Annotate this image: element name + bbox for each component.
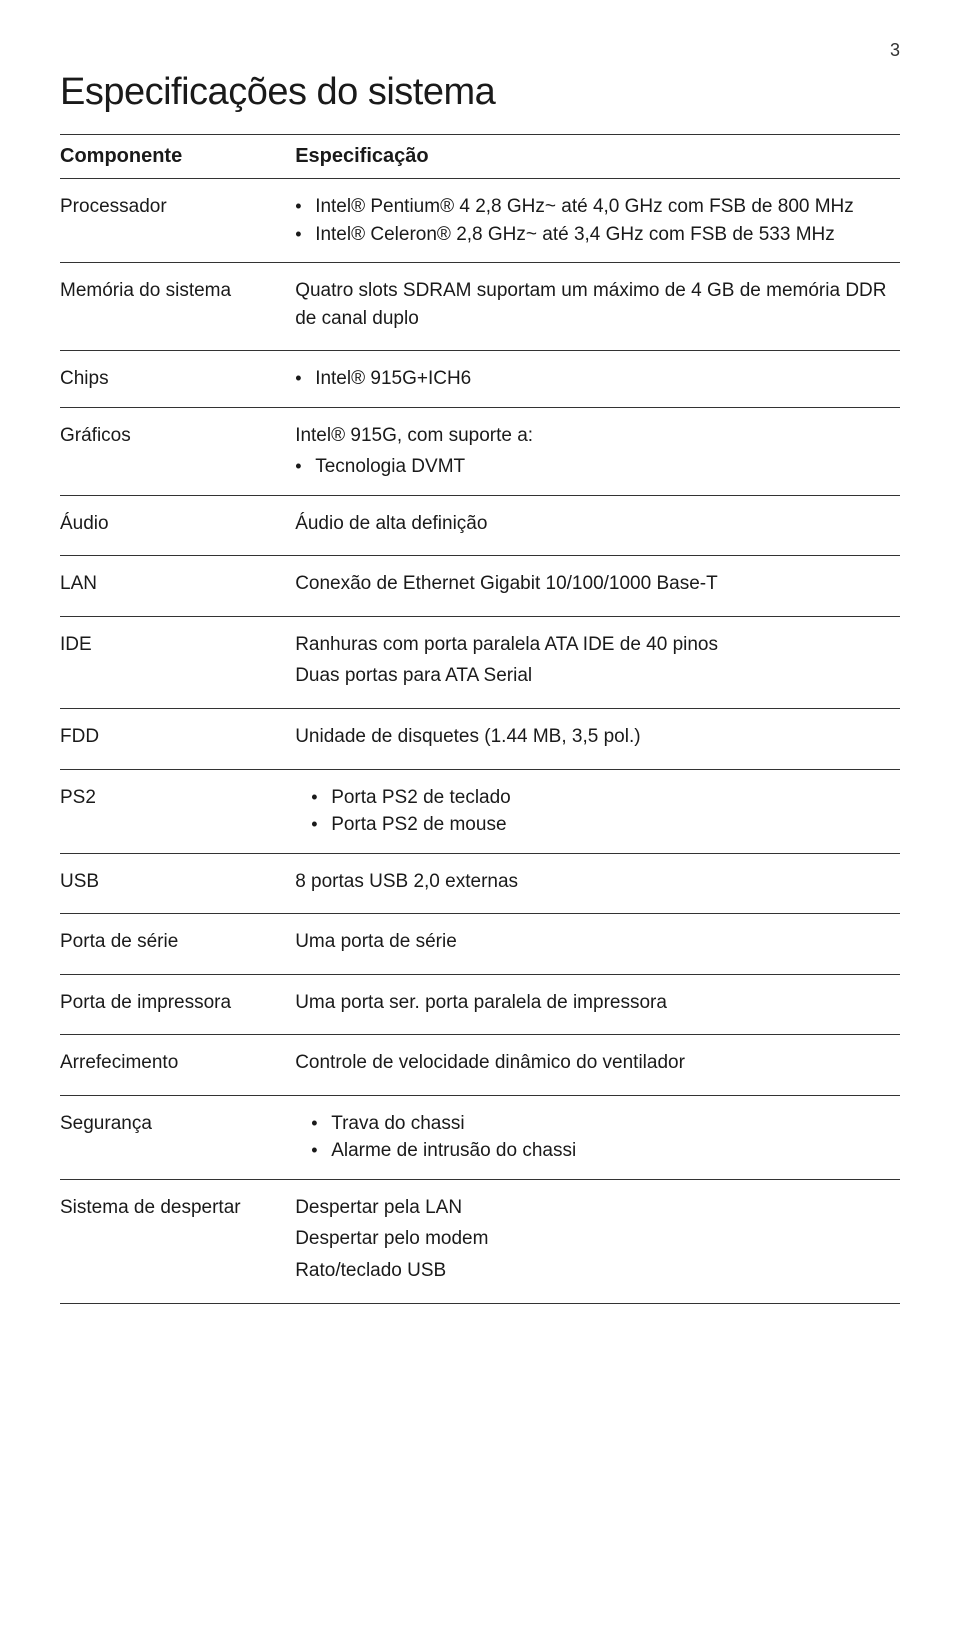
spec-text: Ranhuras com porta paralela ATA IDE de 4…: [295, 631, 900, 659]
spec-bullet-text: Trava do chassi: [331, 1110, 464, 1138]
spec-cell: Conexão de Ethernet Gigabit 10/100/1000 …: [295, 556, 900, 617]
component-cell: Arrefecimento: [60, 1035, 295, 1096]
spec-bullet-text: Intel® 915G+ICH6: [315, 365, 471, 393]
spec-bullet-item: Trava do chassi: [295, 1110, 900, 1138]
spec-bullet-text: Intel® Pentium® 4 2,8 GHz~ até 4,0 GHz c…: [315, 193, 854, 221]
component-cell: LAN: [60, 556, 295, 617]
spec-bullet-text: Porta PS2 de mouse: [331, 811, 506, 839]
spec-bullet-text: Intel® Celeron® 2,8 GHz~ até 3,4 GHz com…: [315, 221, 835, 249]
table-header-row: Componente Especificação: [60, 135, 900, 179]
component-cell: IDE: [60, 616, 295, 708]
spec-cell: 8 portas USB 2,0 externas: [295, 853, 900, 914]
page-number: 3: [60, 40, 900, 61]
table-row: PS2Porta PS2 de tecladoPorta PS2 de mous…: [60, 769, 900, 853]
spec-cell: Trava do chassiAlarme de intrusão do cha…: [295, 1095, 900, 1179]
spec-text: Uma porta de série: [295, 928, 900, 956]
spec-text: Unidade de disquetes (1.44 MB, 3,5 pol.): [295, 723, 900, 751]
spec-cell: Porta PS2 de tecladoPorta PS2 de mouse: [295, 769, 900, 853]
spec-text: 8 portas USB 2,0 externas: [295, 868, 900, 896]
component-cell: Sistema de despertar: [60, 1179, 295, 1303]
spec-bullet-item: Intel® 915G+ICH6: [295, 365, 900, 393]
spec-cell: Intel® 915G+ICH6: [295, 351, 900, 408]
component-cell: Porta de série: [60, 914, 295, 975]
spec-bullet-item: Alarme de intrusão do chassi: [295, 1137, 900, 1165]
spec-cell: Quatro slots SDRAM suportam um máximo de…: [295, 263, 900, 351]
table-body: Processador Intel® Pentium® 4 2,8 GHz~ at…: [60, 179, 900, 1304]
table-row: GráficosIntel® 915G, com suporte a: Tecno…: [60, 407, 900, 495]
table-row: USB8 portas USB 2,0 externas: [60, 853, 900, 914]
spec-cell: Unidade de disquetes (1.44 MB, 3,5 pol.): [295, 709, 900, 770]
spec-cell: Uma porta de série: [295, 914, 900, 975]
spec-cell: Controle de velocidade dinâmico do venti…: [295, 1035, 900, 1096]
table-row: Sistema de despertarDespertar pela LANDe…: [60, 1179, 900, 1303]
spec-text: Rato/teclado USB: [295, 1257, 900, 1285]
spec-bullet-list: Porta PS2 de tecladoPorta PS2 de mouse: [295, 784, 900, 839]
table-row: Chips Intel® 915G+ICH6: [60, 351, 900, 408]
spec-text: Intel® 915G, com suporte a:: [295, 422, 900, 450]
component-cell: Chips: [60, 351, 295, 408]
spec-text: Uma porta ser. porta paralela de impress…: [295, 989, 900, 1017]
spec-bullet-list: Tecnologia DVMT: [295, 453, 900, 481]
component-cell: FDD: [60, 709, 295, 770]
component-cell: Processador: [60, 179, 295, 263]
table-row: ÁudioÁudio de alta definição: [60, 495, 900, 556]
table-row: Memória do sistemaQuatro slots SDRAM sup…: [60, 263, 900, 351]
component-cell: Segurança: [60, 1095, 295, 1179]
spec-bullet-item: Intel® Celeron® 2,8 GHz~ até 3,4 GHz com…: [295, 221, 900, 249]
spec-cell: Áudio de alta definição: [295, 495, 900, 556]
table-row: IDERanhuras com porta paralela ATA IDE d…: [60, 616, 900, 708]
header-spec: Especificação: [295, 135, 900, 179]
component-cell: Porta de impressora: [60, 974, 295, 1035]
spec-bullet-item: Porta PS2 de teclado: [295, 784, 900, 812]
spec-cell: Ranhuras com porta paralela ATA IDE de 4…: [295, 616, 900, 708]
spec-cell: Despertar pela LAN Despertar pelo modem Ra…: [295, 1179, 900, 1303]
spec-text: Áudio de alta definição: [295, 510, 900, 538]
component-cell: PS2: [60, 769, 295, 853]
spec-cell: Intel® 915G, com suporte a: Tecnologia DV…: [295, 407, 900, 495]
spec-bullet-list: Trava do chassiAlarme de intrusão do cha…: [295, 1110, 900, 1165]
table-row: Porta de impressoraUma porta ser. porta …: [60, 974, 900, 1035]
spec-table: Componente Especificação Processador Inte…: [60, 134, 900, 1304]
spec-cell: Uma porta ser. porta paralela de impress…: [295, 974, 900, 1035]
spec-bullet-item: Tecnologia DVMT: [295, 453, 900, 481]
spec-cell: Intel® Pentium® 4 2,8 GHz~ até 4,0 GHz c…: [295, 179, 900, 263]
spec-bullet-text: Porta PS2 de teclado: [331, 784, 511, 812]
page-title: Especificações do sistema: [60, 71, 900, 114]
table-row: FDDUnidade de disquetes (1.44 MB, 3,5 po…: [60, 709, 900, 770]
spec-text: Controle de velocidade dinâmico do venti…: [295, 1049, 900, 1077]
header-component: Componente: [60, 135, 295, 179]
table-row: LANConexão de Ethernet Gigabit 10/100/10…: [60, 556, 900, 617]
spec-text: Duas portas para ATA Serial: [295, 662, 900, 690]
spec-bullet-list: Intel® Pentium® 4 2,8 GHz~ até 4,0 GHz c…: [295, 193, 900, 248]
spec-text: Conexão de Ethernet Gigabit 10/100/1000 …: [295, 570, 900, 598]
spec-bullet-item: Porta PS2 de mouse: [295, 811, 900, 839]
table-row: ArrefecimentoControle de velocidade dinâ…: [60, 1035, 900, 1096]
component-cell: Memória do sistema: [60, 263, 295, 351]
table-row: SegurançaTrava do chassiAlarme de intrus…: [60, 1095, 900, 1179]
component-cell: USB: [60, 853, 295, 914]
spec-text: Quatro slots SDRAM suportam um máximo de…: [295, 277, 900, 332]
spec-text: Despertar pelo modem: [295, 1225, 900, 1253]
table-row: Processador Intel® Pentium® 4 2,8 GHz~ at…: [60, 179, 900, 263]
spec-bullet-text: Tecnologia DVMT: [315, 453, 465, 481]
component-cell: Áudio: [60, 495, 295, 556]
table-row: Porta de sérieUma porta de série: [60, 914, 900, 975]
spec-text: Despertar pela LAN: [295, 1194, 900, 1222]
component-cell: Gráficos: [60, 407, 295, 495]
spec-bullet-item: Intel® Pentium® 4 2,8 GHz~ até 4,0 GHz c…: [295, 193, 900, 221]
spec-bullet-list: Intel® 915G+ICH6: [295, 365, 900, 393]
spec-bullet-text: Alarme de intrusão do chassi: [331, 1137, 576, 1165]
